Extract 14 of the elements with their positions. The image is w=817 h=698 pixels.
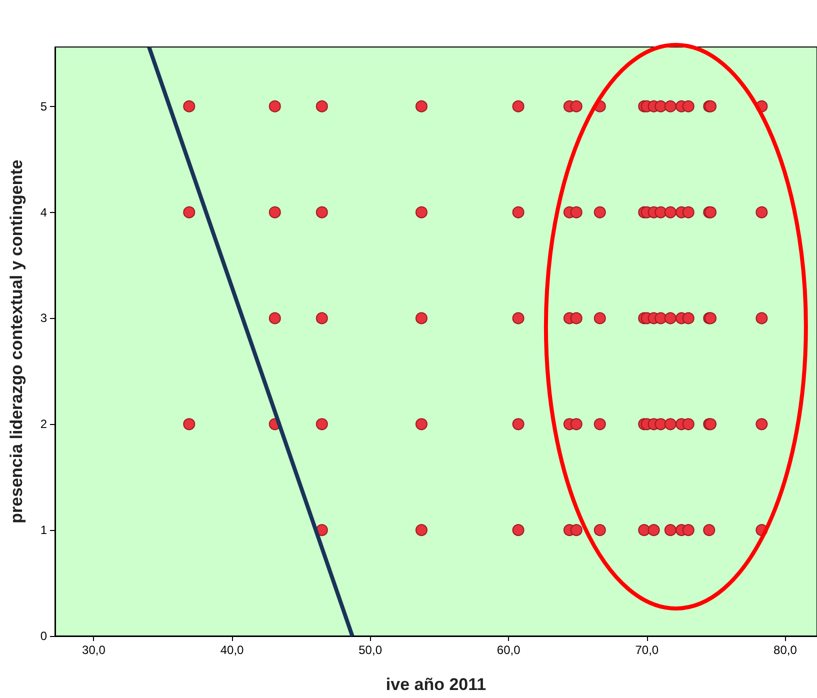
y-tick-label: 3 (40, 311, 48, 326)
x-tick-label: 50,0 (358, 643, 382, 657)
y-tick-label: 4 (40, 205, 48, 220)
y-tick-label: 2 (40, 417, 48, 432)
x-axis-title: ive año 2011 (386, 675, 486, 694)
y-tick-label: 1 (40, 523, 48, 538)
x-tick-label: 60,0 (496, 643, 521, 657)
x-tick-label: 70,0 (635, 643, 659, 657)
x-tick-label: 30,0 (82, 643, 106, 657)
y-tick-label: 0 (40, 629, 48, 643)
x-tick-label: 80,0 (774, 643, 798, 657)
x-tick-label: 40,0 (220, 643, 244, 657)
y-axis-title: presencia liderazgo contextual y contingente (7, 160, 26, 524)
y-tick-label: 5 (40, 99, 48, 114)
